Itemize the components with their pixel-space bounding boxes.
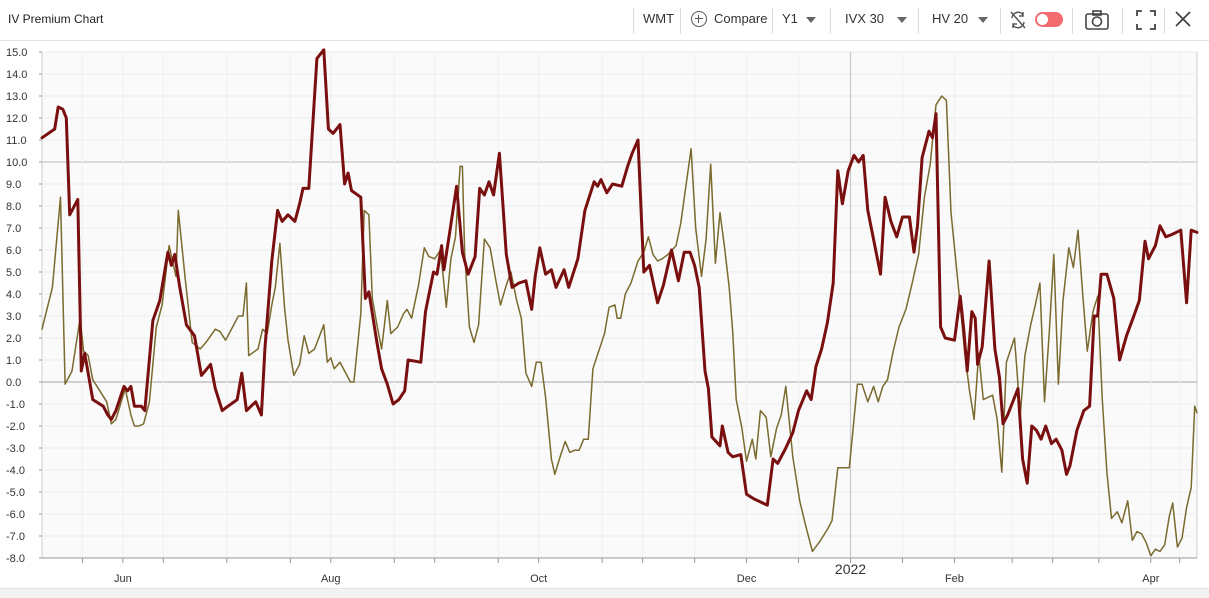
separator — [1164, 8, 1165, 34]
y-tick-label: 6.0 — [6, 245, 21, 257]
y-tick-label: -5.0 — [6, 487, 25, 499]
separator — [830, 8, 831, 34]
y-tick-label: 2.0 — [6, 333, 21, 345]
y-tick-label: -7.0 — [6, 531, 25, 543]
y-tick-label: 3.0 — [6, 311, 21, 323]
y-tick-label: 8.0 — [6, 201, 21, 213]
fullscreen-icon[interactable] — [1136, 10, 1156, 30]
separator — [772, 8, 773, 34]
y-tick-label: 0.0 — [6, 377, 21, 389]
comparison-line — [41, 95, 1198, 557]
x-tick-label: Dec — [737, 573, 757, 585]
y-tick-label: 4.0 — [6, 289, 21, 301]
y-tick-label: -6.0 — [6, 509, 25, 521]
iv-premium-line — [40, 48, 1199, 507]
separator — [680, 8, 681, 34]
scroll-strip[interactable] — [0, 588, 1209, 598]
hv-select[interactable]: HV 20 — [932, 11, 969, 26]
separator — [1000, 8, 1001, 34]
ivx-select[interactable]: IVX 30 — [845, 11, 885, 26]
toolbar: IV Premium Chart WMT Compare Y1 IVX 30 H… — [0, 0, 1209, 41]
toggle-switch[interactable] — [1035, 12, 1063, 27]
y-tick-label: 1.0 — [6, 355, 21, 367]
x-tick-label: Apr — [1142, 573, 1159, 585]
separator — [918, 8, 919, 34]
separator — [633, 8, 634, 34]
x-tick-label: Aug — [321, 573, 341, 585]
y-tick-label: -2.0 — [6, 421, 25, 433]
y-tick-label: -1.0 — [6, 399, 25, 411]
y-tick-label: -8.0 — [6, 553, 25, 565]
y-tick-label: 13.0 — [6, 91, 27, 103]
compare-button[interactable]: Compare — [714, 11, 768, 26]
plot-area — [41, 51, 1198, 559]
sync-off-icon[interactable] — [1009, 10, 1027, 30]
y-tick-label: 5.0 — [6, 267, 21, 279]
y-tick-label: 12.0 — [6, 113, 27, 125]
camera-icon[interactable] — [1085, 10, 1109, 30]
x-tick-label: Feb — [945, 573, 964, 585]
y-tick-label: 7.0 — [6, 223, 21, 235]
close-icon[interactable] — [1174, 10, 1192, 28]
symbol-label[interactable]: WMT — [643, 11, 675, 26]
period-select[interactable]: Y1 — [782, 11, 798, 26]
y-tick-label: 11.0 — [6, 135, 27, 147]
y-tick-label: 9.0 — [6, 179, 21, 191]
chevron-down-icon[interactable] — [897, 17, 907, 23]
separator — [1072, 8, 1073, 34]
x-tick-label: Jun — [114, 573, 132, 585]
plus-icon[interactable] — [691, 11, 707, 27]
y-tick-label: 15.0 — [6, 47, 27, 59]
y-tick-label: -3.0 — [6, 443, 25, 455]
y-tick-label: -4.0 — [6, 465, 25, 477]
y-tick-label: 10.0 — [6, 157, 27, 169]
separator — [1122, 8, 1123, 34]
chart-title: IV Premium Chart — [8, 12, 104, 26]
x-tick-label: 2022 — [835, 561, 866, 577]
chevron-down-icon[interactable] — [978, 17, 988, 23]
x-tick-label: Oct — [530, 573, 547, 585]
chevron-down-icon[interactable] — [806, 17, 816, 23]
y-tick-label: 14.0 — [6, 69, 27, 81]
iv-premium-chart: 15.0 14.0 13.0 12.0 11.0 10.0 9.0 8.0 7.0 6.0 5.0 4… — [6, 47, 1199, 585]
